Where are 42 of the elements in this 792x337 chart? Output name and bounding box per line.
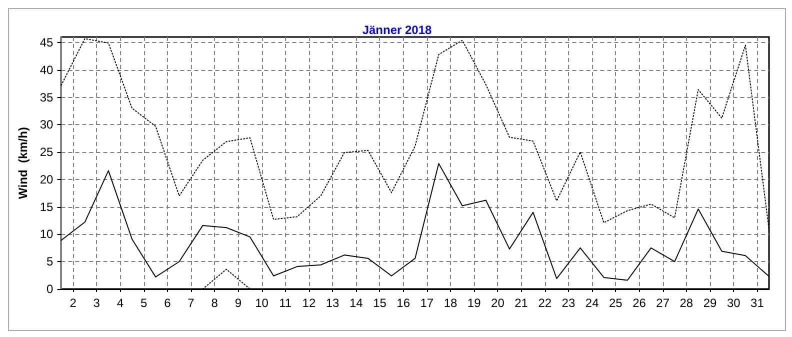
x-tick-label: 12 xyxy=(302,296,316,310)
y-tick-label: 35 xyxy=(40,90,54,104)
y-tick-label: 40 xyxy=(40,62,54,77)
x-tick-label: 2 xyxy=(70,296,77,310)
y-tick-label: 20 xyxy=(40,172,54,186)
y-tick-label: 10 xyxy=(40,227,54,242)
y-tick-label: 0 xyxy=(46,282,54,296)
x-tick-label: 27 xyxy=(656,296,670,310)
x-tick-label: 26 xyxy=(632,296,646,310)
x-tick-label: 16 xyxy=(396,296,410,310)
x-tick-label: 5 xyxy=(140,296,148,310)
x-tick-label: 11 xyxy=(279,296,292,310)
x-tick-label: 7 xyxy=(188,296,195,310)
chart-title: Jänner 2018 xyxy=(362,23,432,37)
x-tick-label: 18 xyxy=(444,296,458,310)
y-tick-label: 25 xyxy=(40,145,54,160)
x-tick-label: 28 xyxy=(680,296,694,310)
x-tick-label: 14 xyxy=(349,296,364,310)
y-tick-label: 45 xyxy=(40,35,54,50)
x-tick-label: 19 xyxy=(467,296,482,310)
x-tick-label: 31 xyxy=(750,296,764,310)
x-tick-label: 23 xyxy=(562,296,576,310)
x-tick-label: 6 xyxy=(164,296,172,310)
y-tick-label: 15 xyxy=(40,200,54,214)
x-tick-label: 20 xyxy=(491,296,505,310)
x-tick-label: 25 xyxy=(608,296,623,310)
x-tick-label: 24 xyxy=(585,296,600,310)
y-tick-label: 30 xyxy=(40,118,54,132)
x-tick-label: 3 xyxy=(93,296,100,310)
x-tick-label: 29 xyxy=(703,296,718,310)
x-tick-label: 8 xyxy=(211,296,218,310)
x-tick-label: 10 xyxy=(255,296,269,310)
x-tick-label: 4 xyxy=(116,296,124,310)
y-axis-title: Wind (km/h) xyxy=(16,127,30,199)
x-tick-label: 21 xyxy=(514,296,528,310)
x-tick-label: 15 xyxy=(373,296,387,310)
y-tick-label: 5 xyxy=(46,254,54,269)
x-tick-label: 22 xyxy=(538,296,552,310)
x-tick-label: 30 xyxy=(726,296,741,310)
x-tick-label: 17 xyxy=(420,296,434,310)
x-tick-label: 13 xyxy=(326,296,340,310)
x-tick-label: 9 xyxy=(234,296,242,310)
